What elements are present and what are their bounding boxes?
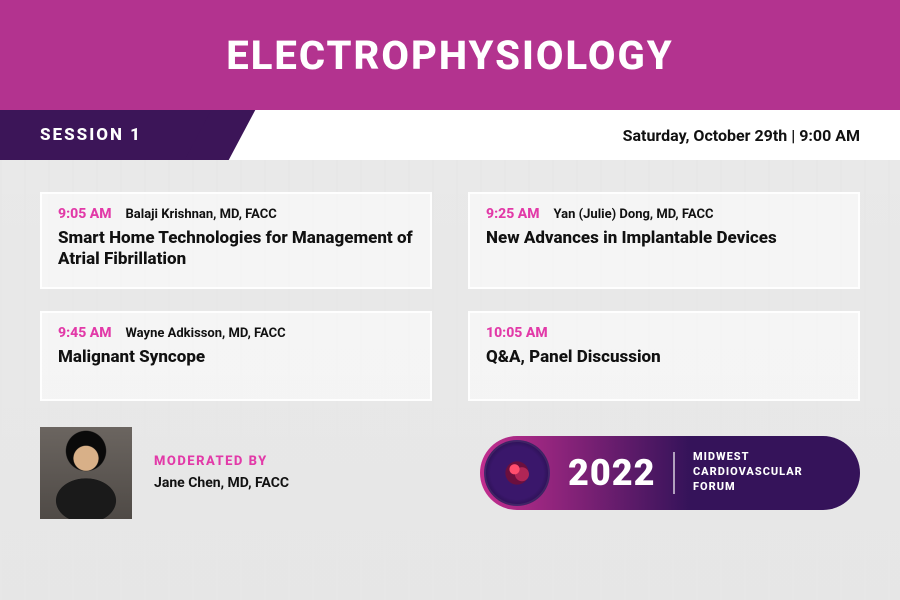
title-banner: ELECTROPHYSIOLOGY	[0, 0, 900, 110]
forum-line1: MIDWEST	[693, 450, 803, 465]
talk-time: 10:05 AM	[486, 325, 548, 341]
session-label: SESSION 1	[40, 125, 142, 145]
forum-line2: CARDIOVASCULAR	[693, 465, 803, 480]
session-datetime-block: Saturday, October 29th | 9:00 AM	[220, 110, 900, 160]
talk-time: 9:45 AM	[58, 325, 112, 341]
forum-name: MIDWEST CARDIOVASCULAR FORUM	[693, 450, 803, 495]
session-datetime: Saturday, October 29th | 9:00 AM	[623, 126, 860, 145]
talk-speaker: Balaji Krishnan, MD, FACC	[126, 207, 277, 222]
talk-speaker: Yan (Julie) Dong, MD, FACC	[554, 207, 714, 222]
talk-card: 9:25 AM Yan (Julie) Dong, MD, FACC New A…	[468, 192, 860, 289]
footer-row: MODERATED BY Jane Chen, MD, FACC 2022 MI…	[0, 419, 900, 539]
talk-card: 9:45 AM Wayne Adkisson, MD, FACC Maligna…	[40, 311, 432, 401]
heart-icon	[484, 440, 550, 506]
moderator-name: Jane Chen, MD, FACC	[154, 475, 289, 491]
track-title: ELECTROPHYSIOLOGY	[226, 32, 673, 79]
talks-grid: 9:05 AM Balaji Krishnan, MD, FACC Smart …	[0, 160, 900, 419]
session-label-block: SESSION 1	[0, 110, 220, 160]
moderator-label: MODERATED BY	[154, 454, 289, 469]
badge-divider	[673, 452, 675, 494]
talk-card: 9:05 AM Balaji Krishnan, MD, FACC Smart …	[40, 192, 432, 289]
moderator-text: MODERATED BY Jane Chen, MD, FACC	[154, 454, 289, 491]
talk-time: 9:25 AM	[486, 206, 540, 222]
session-strip: SESSION 1 Saturday, October 29th | 9:00 …	[0, 110, 900, 160]
talk-time: 9:05 AM	[58, 206, 112, 222]
forum-badge: 2022 MIDWEST CARDIOVASCULAR FORUM	[480, 436, 860, 510]
moderator-photo	[40, 427, 132, 519]
talk-speaker: Wayne Adkisson, MD, FACC	[126, 326, 286, 341]
talk-card: 10:05 AM Q&A, Panel Discussion	[468, 311, 860, 401]
talk-title: Q&A, Panel Discussion	[486, 347, 842, 368]
forum-year: 2022	[568, 452, 655, 494]
talk-title: Malignant Syncope	[58, 347, 414, 368]
forum-line3: FORUM	[693, 480, 803, 495]
talk-title: New Advances in Implantable Devices	[486, 228, 842, 249]
talk-title: Smart Home Technologies for Management o…	[58, 228, 414, 271]
